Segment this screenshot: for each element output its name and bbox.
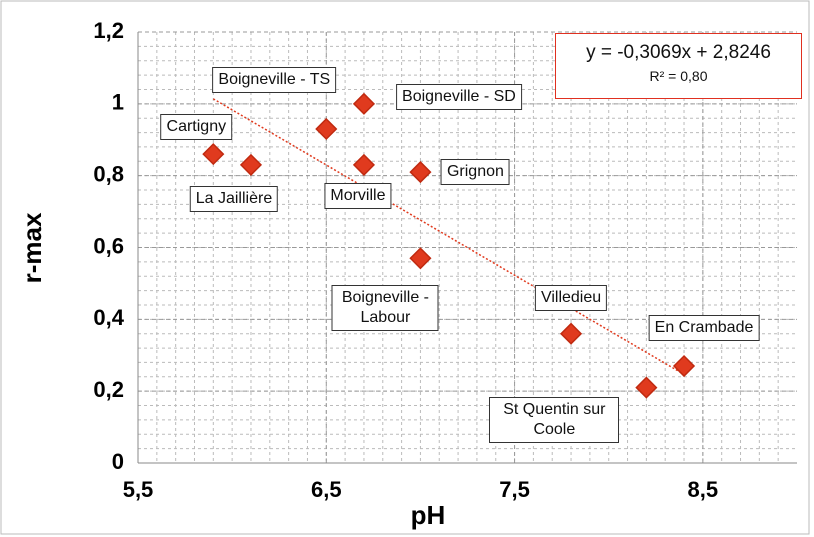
data-point xyxy=(409,247,432,270)
x-tick-label: 8,5 xyxy=(688,477,719,502)
trendline xyxy=(212,98,685,376)
x-tick-label: 7,5 xyxy=(499,477,530,502)
data-point xyxy=(315,117,338,141)
y-tick-label: 1,2 xyxy=(93,18,124,43)
point-label: Cartigny xyxy=(160,114,233,141)
point-label: En Crambade xyxy=(648,315,760,342)
data-point xyxy=(352,92,376,115)
point-label: Boigneville - Labour xyxy=(331,285,439,332)
data-point xyxy=(202,143,225,166)
data-point xyxy=(352,153,376,176)
data-point xyxy=(635,376,658,399)
trendline-equation-box: y = -0,3069x + 2,8246 R² = 0,80 xyxy=(555,33,802,99)
point-label: Villedieu xyxy=(534,284,608,311)
data-point xyxy=(559,322,583,345)
trendline-r2: R² = 0,80 xyxy=(649,68,708,84)
y-tick-label: 1 xyxy=(112,90,124,115)
point-label: Boigneville - TS xyxy=(212,66,337,93)
y-tick-label: 0,6 xyxy=(93,233,124,258)
y-tick-label: 0 xyxy=(112,449,124,474)
trendline-equation: y = -0,3069x + 2,8246 xyxy=(586,42,771,63)
data-point xyxy=(239,153,263,176)
point-label: La Jaillière xyxy=(189,185,279,212)
y-axis-title: r-max xyxy=(17,212,47,283)
data-point xyxy=(672,354,696,378)
x-tick-label: 5,5 xyxy=(123,477,154,502)
point-label: Boigneville - SD xyxy=(396,83,522,110)
x-tick-label: 6,5 xyxy=(311,477,342,502)
point-label: St Quentin sur Coole xyxy=(489,396,620,443)
point-label: Morville xyxy=(324,182,392,209)
y-tick-label: 0,4 xyxy=(93,305,124,330)
data-point xyxy=(409,161,432,184)
y-tick-label: 0,8 xyxy=(93,161,124,186)
x-axis-title: pH xyxy=(411,500,446,530)
y-tick-label: 0,2 xyxy=(93,377,124,402)
point-label: Grignon xyxy=(440,159,510,186)
